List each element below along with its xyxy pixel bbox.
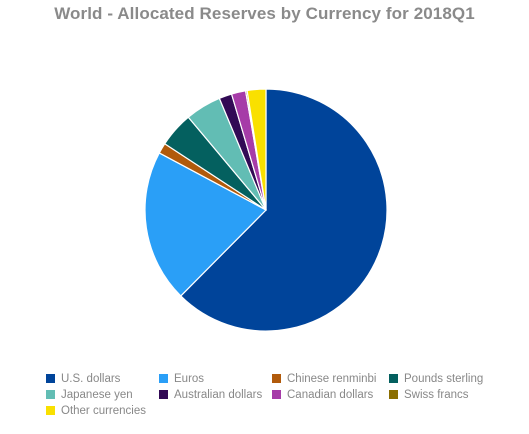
legend-label: Euros <box>174 372 205 385</box>
legend-swatch <box>159 390 168 399</box>
legend-swatch <box>159 374 168 383</box>
legend-swatch <box>389 374 398 383</box>
legend-item-japanese-yen[interactable]: Japanese yen <box>46 387 159 402</box>
legend-label: Other currencies <box>61 404 147 417</box>
legend-item-u-s-dollars[interactable]: U.S. dollars <box>46 371 159 386</box>
legend-item-pounds-sterling[interactable]: Pounds sterling <box>389 371 514 386</box>
legend-swatch <box>46 406 55 415</box>
legend-item-swiss-francs[interactable]: Swiss francs <box>389 387 514 402</box>
legend-label: Australian dollars <box>174 388 263 401</box>
legend-item-euros[interactable]: Euros <box>159 371 272 386</box>
legend-label: Japanese yen <box>61 388 133 401</box>
chart-title: World - Allocated Reserves by Currency f… <box>54 4 475 23</box>
legend-swatch <box>272 390 281 399</box>
legend-swatch <box>46 374 55 383</box>
legend-item-other-currencies[interactable]: Other currencies <box>46 403 159 418</box>
legend-label: Pounds sterling <box>404 372 484 385</box>
legend-label: Swiss francs <box>404 388 469 401</box>
legend-item-australian-dollars[interactable]: Australian dollars <box>159 387 272 402</box>
legend-swatch <box>389 390 398 399</box>
pie-slice-euros[interactable] <box>144 152 267 297</box>
chart-legend: U.S. dollars Euros Chinese renminbi Pounds … <box>46 371 516 418</box>
legend-label: U.S. dollars <box>61 372 121 385</box>
legend-item-chinese-renminbi[interactable]: Chinese renminbi <box>272 371 389 386</box>
pie-slice-u-s-dollars[interactable] <box>180 88 388 332</box>
legend-label: Canadian dollars <box>287 388 374 401</box>
legend-swatch <box>272 374 281 383</box>
legend-item-canadian-dollars[interactable]: Canadian dollars <box>272 387 389 402</box>
legend-swatch <box>46 390 55 399</box>
pie-slice-other-currencies[interactable] <box>246 88 267 211</box>
legend-label: Chinese renminbi <box>287 372 377 385</box>
pie-chart <box>144 88 388 332</box>
